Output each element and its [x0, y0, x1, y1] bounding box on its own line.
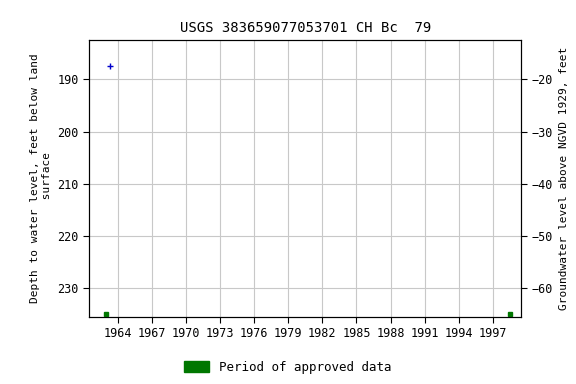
Y-axis label: Groundwater level above NGVD 1929, feet: Groundwater level above NGVD 1929, feet	[559, 47, 569, 310]
Title: USGS 383659077053701 CH Bc  79: USGS 383659077053701 CH Bc 79	[180, 21, 431, 35]
Y-axis label: Depth to water level, feet below land
 surface: Depth to water level, feet below land su…	[31, 54, 52, 303]
Legend: Period of approved data: Period of approved data	[184, 361, 392, 374]
